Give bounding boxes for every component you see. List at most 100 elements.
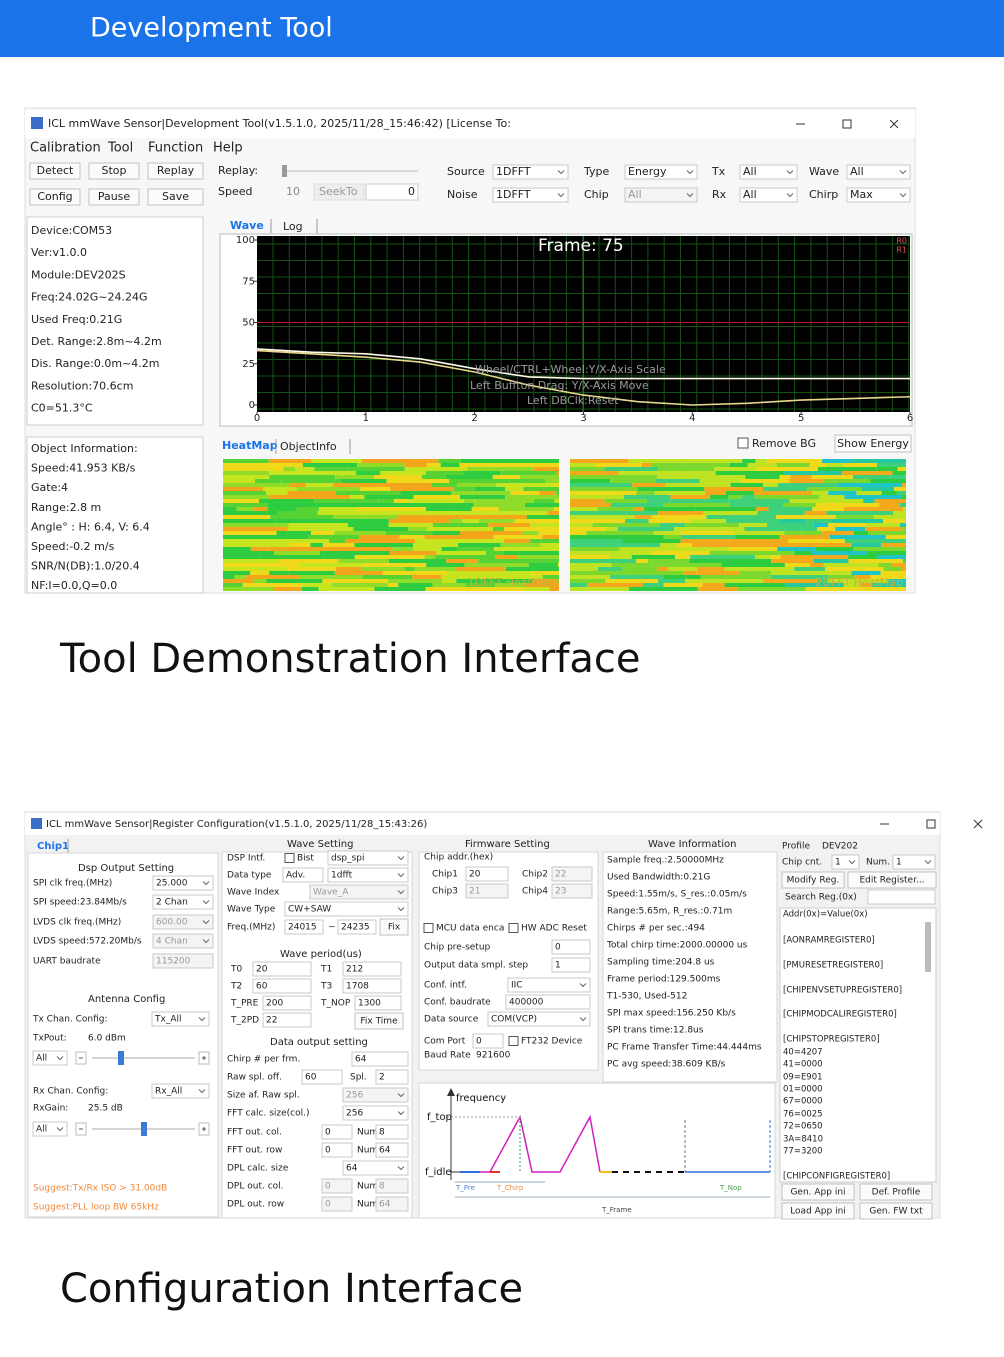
heatmap-cell	[389, 519, 450, 523]
input-value: 22	[266, 1016, 277, 1026]
heatmap-cell	[362, 567, 405, 571]
menu-item[interactable]: Tool	[107, 141, 133, 156]
heatmap-cell	[687, 463, 730, 467]
heatmap-cell	[785, 563, 810, 567]
caption: Configuration Interface	[60, 1266, 523, 1312]
tab[interactable]: Log	[283, 220, 303, 233]
checkbox[interactable]	[509, 924, 518, 933]
heatmap-cell	[822, 459, 851, 463]
button-label[interactable]: Fix Time	[360, 1017, 398, 1027]
menu-item[interactable]: Calibration	[30, 141, 101, 156]
heatmap-cell	[848, 559, 902, 563]
heatmap-cell	[735, 535, 779, 539]
tab[interactable]: Chip1	[37, 841, 69, 852]
heatmap-cell	[257, 583, 302, 587]
heatmap-cell	[359, 535, 400, 539]
heatmap-cell	[690, 555, 755, 559]
heatmap-cell	[868, 531, 882, 535]
button-label[interactable]: Replay	[157, 164, 195, 177]
heatmap-cell	[655, 491, 705, 495]
button-label[interactable]: Gen. FW txt	[869, 1207, 923, 1217]
button-label[interactable]: Modify Reg.	[787, 876, 840, 886]
label: Suggest:Tx/Rx ISO > 31.00dB	[33, 1184, 167, 1194]
heatmap-cell	[390, 487, 454, 491]
button-label[interactable]: Stop	[101, 164, 126, 177]
heatmap-cell	[854, 531, 868, 535]
input-value: 24235	[341, 923, 370, 933]
checkbox[interactable]	[509, 1037, 518, 1046]
heatmap-cell	[570, 563, 611, 567]
heatmap-cell	[685, 523, 739, 527]
button-label[interactable]: Show Energy	[837, 437, 909, 450]
heatmap-cell	[223, 479, 255, 483]
heatmap-cell	[587, 583, 643, 587]
heatmap-cell	[320, 551, 341, 555]
slider-thumb[interactable]	[141, 1122, 147, 1136]
heatmap-cell	[657, 475, 696, 479]
heatmap-cell	[827, 511, 848, 515]
heatmap-cell	[903, 559, 906, 563]
label: Total chirp time:2000.00000 us	[606, 941, 748, 951]
tab[interactable]: ObjectInfo	[280, 440, 337, 453]
button-label[interactable]: Gen. App ini	[790, 1188, 845, 1198]
tab[interactable]: HeatMap	[222, 439, 278, 452]
heatmap-cell	[506, 567, 534, 571]
label: Bist	[297, 854, 314, 864]
heatmap-cell	[388, 583, 398, 587]
heatmap-cell	[675, 471, 715, 475]
heatmap-cell	[223, 563, 267, 567]
heatmap-cell	[267, 579, 323, 583]
checkbox[interactable]	[285, 854, 294, 863]
register-entry: 72=0650	[783, 1122, 823, 1132]
checkbox[interactable]	[424, 924, 433, 933]
label: Chirp # per frm.	[227, 1055, 300, 1065]
heatmap-cell	[570, 491, 637, 495]
button-label[interactable]: Fix	[388, 923, 401, 933]
button-label[interactable]: Config	[37, 190, 72, 203]
menu-item[interactable]: Function	[148, 141, 203, 156]
button-label[interactable]: Edit Register...	[859, 876, 924, 886]
scrollbar-thumb[interactable]	[925, 922, 931, 972]
heatmap-cell	[570, 519, 625, 523]
hint: Left DBClk:Reset	[527, 394, 619, 407]
heatmap-cell	[634, 507, 644, 511]
button-label[interactable]: Load App ini	[790, 1207, 846, 1217]
heatmap-cell	[701, 575, 742, 579]
heatmap-cell	[555, 499, 559, 503]
heatmap-cell	[480, 571, 532, 575]
heatmap-cell	[279, 559, 339, 563]
heatmap-cell	[556, 471, 559, 475]
heatmap-cell	[500, 471, 556, 475]
button-label[interactable]: SeekTo	[319, 185, 358, 198]
heatmap-cell	[656, 479, 700, 483]
label: Sampling time:204.8 us	[607, 958, 715, 968]
label: Chip pre-setup	[424, 943, 491, 953]
heatmap-cell	[900, 503, 906, 507]
menu-item[interactable]: Help	[213, 141, 243, 156]
heatmap-cell	[493, 475, 520, 479]
heatmap-cell	[883, 519, 906, 523]
heatmap-cell	[903, 527, 906, 531]
heatmap-cell	[259, 499, 314, 503]
heatmap-cell	[493, 527, 504, 531]
heatmap-cell	[784, 471, 803, 475]
input-box[interactable]	[868, 890, 935, 904]
button-label[interactable]: Detect	[37, 164, 74, 177]
checkbox[interactable]	[738, 438, 748, 448]
button-label[interactable]: Def. Profile	[872, 1188, 921, 1198]
app-icon	[31, 818, 42, 829]
tab[interactable]: Wave	[230, 219, 264, 232]
input-value: All	[36, 1054, 47, 1064]
input-value: 1300	[358, 999, 381, 1009]
slider-thumb[interactable]	[118, 1051, 124, 1065]
slider-thumb[interactable]	[282, 165, 287, 177]
heatmap-cell	[637, 487, 704, 491]
label: Num	[357, 1146, 378, 1156]
heatmap-cell	[828, 523, 865, 527]
heatmap-cell	[318, 511, 366, 515]
button-label[interactable]: Pause	[98, 190, 131, 203]
label: FFT calc. size(col.)	[227, 1109, 309, 1119]
heatmap-cell	[618, 543, 660, 547]
button-label[interactable]: Save	[162, 190, 189, 203]
heatmap-cell	[570, 471, 618, 475]
